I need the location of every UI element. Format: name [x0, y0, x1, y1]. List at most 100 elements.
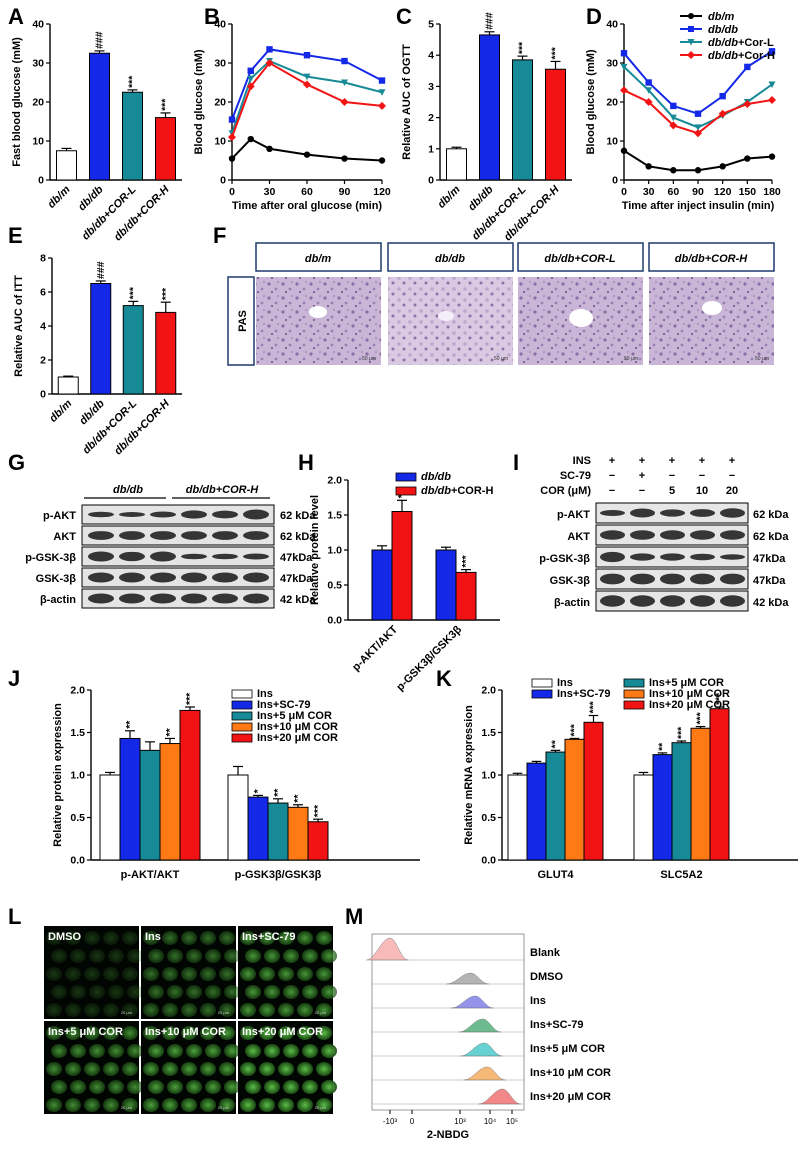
- i-band: [630, 530, 655, 540]
- chart-h-ytick-label: 0.5: [327, 580, 342, 592]
- f-header-dbdb: db/db: [435, 253, 465, 265]
- chart-k-legend-label: Ins+10 μM COR: [649, 688, 730, 700]
- chart-d-xtick-label: 60: [667, 186, 679, 198]
- panel-i: INS + + + + + SC-79 − + − − − COR (μM) − − 5 10 20 p-AKT 6…: [539, 455, 789, 612]
- l-cell: [89, 1044, 105, 1058]
- chart-k-xtick-label: GLUT4: [537, 869, 574, 881]
- chart-h-sig: ***: [460, 554, 472, 567]
- panel-letter-m: M: [345, 904, 363, 929]
- chart-b-point: [341, 155, 348, 162]
- m-histogram: [460, 1042, 503, 1057]
- l-cell: [186, 1080, 202, 1094]
- chart-d-point: [670, 102, 677, 110]
- chart-d-ytick-label: 30: [606, 58, 618, 70]
- chart-h-bar: [391, 511, 413, 621]
- chart-j-sig: **: [164, 727, 176, 736]
- l-cell: [321, 1080, 337, 1094]
- i-cond-value: +: [729, 455, 735, 467]
- chart-b-xlabel: Time after oral glucose (min): [232, 200, 383, 212]
- chart-j-legend-swatch: [231, 711, 253, 721]
- l-cell: [240, 1003, 256, 1017]
- chart-b-ytick-label: 30: [214, 58, 226, 70]
- l-cell: [240, 1026, 256, 1040]
- m-row-label: Ins+5 μM COR: [530, 1043, 605, 1055]
- l-cell: [46, 931, 62, 945]
- chart-b-ytick-label: 40: [214, 19, 226, 31]
- i-cond-value: +: [639, 470, 645, 482]
- m-row-label: Ins+10 μM COR: [530, 1067, 611, 1079]
- panel-letter-i: I: [513, 450, 519, 475]
- chart-a-ytick-label: 40: [32, 19, 44, 31]
- chart-k-bar: [633, 774, 654, 861]
- g-band: [212, 572, 238, 583]
- chart-c-sig: ***: [550, 46, 562, 59]
- chart-d-point: [768, 48, 776, 55]
- l-cell: [103, 931, 119, 945]
- l-cell: [297, 1098, 313, 1112]
- l-cell: [316, 967, 332, 981]
- chart-b-series-line: [231, 59, 383, 134]
- l-cell: [278, 1026, 294, 1040]
- l-cell: [143, 1003, 159, 1017]
- chart-h-xtick-label: p-AKT/AKT: [350, 623, 400, 673]
- l-cell: [219, 967, 235, 981]
- l-cell: [148, 949, 164, 963]
- i-band: [690, 595, 715, 607]
- chart-d-ytick-label: 0: [612, 175, 618, 187]
- l-scale: 20 μm: [121, 1105, 133, 1110]
- chart-h-legend-label: db/db+COR-H: [421, 485, 493, 497]
- l-cell: [84, 1062, 100, 1076]
- chart-d-point: [670, 167, 677, 174]
- l-cell: [219, 931, 235, 945]
- chart-a-bar: [56, 150, 77, 181]
- l-cell: [259, 1098, 275, 1112]
- i-band: [720, 595, 745, 607]
- g-band: [88, 531, 114, 540]
- f-header-dbm: db/m: [305, 253, 331, 265]
- m-xtick-label: 10³: [454, 1117, 466, 1126]
- chart-d-point: [645, 87, 653, 94]
- l-cell: [51, 985, 67, 999]
- l-cell: [200, 1003, 216, 1017]
- i-row-label: AKT: [567, 531, 590, 543]
- f-header-box-2: [387, 242, 514, 272]
- chart-j-bar: [119, 737, 141, 861]
- chart-a-bar: [89, 52, 110, 181]
- g-band: [150, 572, 176, 583]
- panel-letter-a: A: [8, 4, 24, 29]
- l-cell: [200, 1026, 216, 1040]
- chart-d-xtick-label: 180: [763, 186, 781, 198]
- chart-j-sig: ***: [312, 804, 324, 817]
- l-cell: [167, 1080, 183, 1094]
- l-cell: [70, 1044, 86, 1058]
- i-cond-value: −: [609, 485, 615, 497]
- l-cell: [181, 1098, 197, 1112]
- i-kda-label: 62 kDa: [753, 531, 789, 543]
- chart-b-point: [378, 157, 386, 164]
- i-band: [720, 508, 745, 518]
- l-cell: [245, 1044, 261, 1058]
- i-row-label: p-GSK-3β: [539, 553, 590, 565]
- l-cell: [283, 985, 299, 999]
- chart-e-bar: [90, 283, 112, 395]
- g-band: [243, 553, 269, 560]
- chart-a-bar: [122, 91, 143, 181]
- chart-a-xtick-label: db/m: [46, 183, 73, 210]
- chart-b-xtick-label: 90: [339, 186, 351, 198]
- chart-j-sig: **: [292, 794, 304, 803]
- i-cond-value: +: [669, 455, 675, 467]
- g-kda-label: 47kDa: [280, 573, 313, 585]
- chart-k-ytick-label: 1.5: [481, 727, 496, 739]
- chart-b-point: [247, 67, 254, 74]
- chart-c-ytick-label: 1: [428, 143, 434, 155]
- f-header-box-1: [255, 242, 382, 272]
- chart-h-legend-swatch: [395, 486, 417, 496]
- chart-d-point: [743, 99, 752, 108]
- m-histogram: [451, 995, 494, 1009]
- l-cell: [297, 1003, 313, 1017]
- chart-j-bar: [99, 774, 121, 861]
- l-scale: 20 μm: [218, 1105, 230, 1110]
- l-cell: [84, 1003, 100, 1017]
- g-band: [150, 551, 176, 562]
- chart-b-point: [247, 135, 254, 143]
